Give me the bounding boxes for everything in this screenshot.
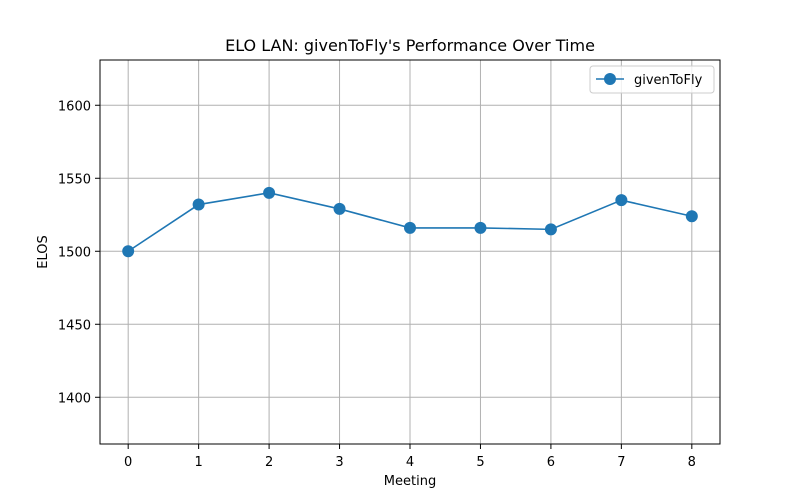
data-point-0: [122, 245, 135, 258]
x-tick-label: 6: [547, 455, 555, 470]
y-tick-label: 1500: [58, 245, 91, 260]
data-point-3: [333, 202, 346, 215]
x-tick-label: 3: [335, 455, 343, 470]
y-tick-label: 1450: [58, 318, 91, 333]
legend-frame: [589, 65, 715, 94]
legend-marker-swatch: [604, 73, 616, 85]
series-layer: [122, 186, 698, 258]
x-tick-label: 1: [194, 455, 202, 470]
x-tick-label: 0: [124, 455, 132, 470]
data-point-6: [544, 223, 557, 236]
legend-entry-label: givenToFly: [634, 73, 703, 88]
data-point-1: [192, 198, 205, 211]
x-tick-label: 5: [476, 455, 484, 470]
data-point-5: [474, 221, 487, 234]
x-tick-label: 4: [406, 455, 414, 470]
x-tick-label: 2: [265, 455, 273, 470]
y-tick-label: 1600: [58, 99, 91, 114]
chart-title: ELO LAN: givenToFly's Performance Over T…: [225, 36, 595, 55]
grid-lines: [100, 60, 720, 444]
x-tick-label: 8: [688, 455, 696, 470]
y-tick-label: 1550: [58, 172, 91, 187]
y-axis-label: ELOS: [36, 235, 51, 268]
y-tick-label: 1400: [58, 391, 91, 406]
y-axis-ticks: 1400 1450 1500 1550 1600: [58, 99, 100, 406]
x-tick-label: 7: [617, 455, 625, 470]
data-point-7: [615, 194, 628, 207]
data-point-8: [685, 210, 698, 223]
legend: givenToFly: [589, 65, 715, 94]
x-axis-label: Meeting: [384, 474, 436, 489]
data-point-2: [263, 186, 276, 199]
data-point-4: [404, 221, 416, 234]
x-axis-ticks: 0 1 2 3 4 5 6 7 8: [124, 444, 696, 470]
